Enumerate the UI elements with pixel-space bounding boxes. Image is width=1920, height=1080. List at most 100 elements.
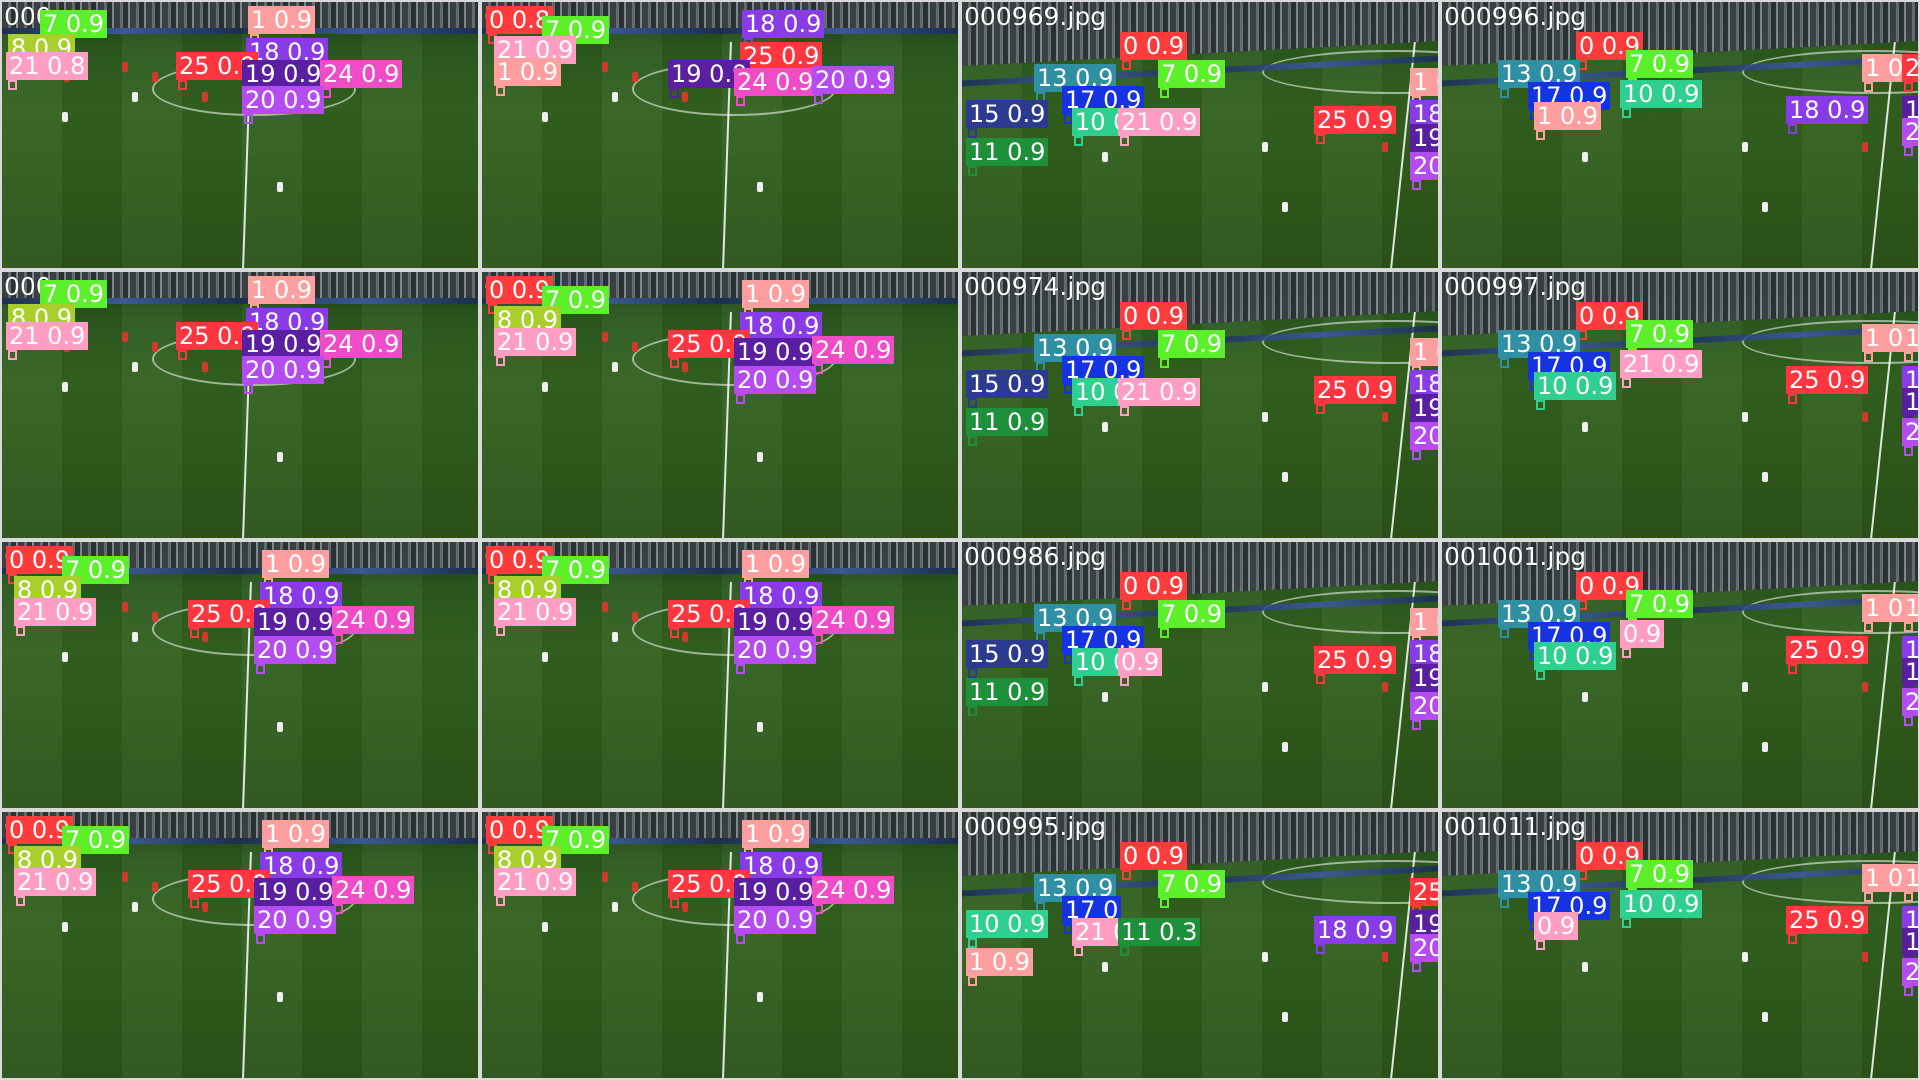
detection-box [1536,670,1545,680]
detection-label: 7 0.9 [40,10,108,38]
detection-label: 1 0.9 [1410,338,1438,366]
detection-label: 0 0.9 [1120,572,1188,600]
detection-label: 1 0.9 [1534,102,1602,130]
detection-label: 1 0.9 [1410,68,1438,96]
detection-label: 19 0.9 [254,608,337,636]
detection-label: 24 0.9 [812,336,895,364]
detection-label: 13 0.9 [1498,60,1581,88]
player-white [132,632,138,642]
detection-box [1122,870,1131,880]
player-white [62,112,68,122]
player-white [277,452,283,462]
player-white [277,992,283,1002]
detection-label: 21 0.8 [6,52,89,80]
detection-label: 15 0.9 [966,370,1049,398]
detection-label: 1 0.9 [742,280,810,308]
detection-label: 0 0.9 [486,276,554,304]
detection-label: 20 0.9 [254,636,337,664]
detection-box [1160,358,1169,368]
detection-label: 24 0.9 [812,606,895,634]
frame-tile: 001011.jpg 0 0.9 13 0.9 7 0.9 17 0.9 10 0.9 0.… [1442,812,1918,1078]
player-white [612,632,618,642]
detection-box [670,898,679,908]
detection-box [814,94,823,104]
frame-tile: 000 0.97 0.98 0.921 0.91 0.918 0.925 0.9… [482,542,958,808]
detection-box [968,976,977,986]
player-white [1582,962,1588,972]
detection-label: 1 0.9 [262,820,330,848]
detection-box [1500,898,1509,908]
detection-box [1120,676,1129,686]
detection-label: 0.9 [1118,648,1163,676]
detection-box [1904,352,1913,362]
frame-tile: 00060 0.87 0.921 0.91 0.918 0.925 0.919 … [482,2,958,268]
player-white [1262,142,1268,152]
detection-label: 1 0 [1902,594,1918,622]
detection-label: 20 0 [1902,688,1918,716]
player-white [62,382,68,392]
detection-label: 20 0.9 [242,86,325,114]
detection-label: 0.9 [1534,912,1579,940]
detection-label: 24 0.9 [734,68,817,96]
frame-filename: 001011.jpg [1444,812,1587,841]
detection-label: 24 0.9 [320,60,403,88]
detection-box [190,628,199,638]
player-red [602,62,608,72]
player-white [1262,682,1268,692]
detection-box [1904,446,1913,456]
detection-box [1316,134,1325,144]
detection-label: 20 0.9 [1410,692,1438,720]
frame-filename: 000986.jpg [964,542,1107,571]
detection-box [670,88,679,98]
detection-label: 0 0.9 [1120,302,1188,330]
detection-label: 25 0.9 [1902,54,1918,82]
detection-box [968,436,977,446]
detection-box [8,350,17,360]
detection-box [1500,358,1509,368]
detection-label: 18 0.9 [740,582,823,610]
detection-label: 10 0.9 [1620,80,1703,108]
detection-label: 0 0.9 [1120,32,1188,60]
player-white [277,182,283,192]
detection-box [968,706,977,716]
player-red [122,62,128,72]
detection-label: 25 0.9 [1314,376,1397,404]
frame-tile: 000996.jpg 0 0.9 13 0.9 7 0.9 17 0.9 10 0.9 1 … [1442,2,1918,268]
detection-label: 10 0.9 [1534,642,1617,670]
detection-label: 0 0.8 [486,6,554,34]
player-white [1582,152,1588,162]
detection-box [1904,892,1913,902]
detection-label: 11 0.9 [966,408,1049,436]
detection-label: 1 0.9 [248,6,316,34]
detection-label: 18 0.9 [1410,100,1438,128]
detection-box [1536,940,1545,950]
player-white [542,652,548,662]
detection-label: 7 0.9 [1626,320,1694,348]
frame-tile: 000974.jpg 0 0.9 13 0.9 7 0.9 17 0.9 15 0.9 10… [962,272,1438,538]
frame-tile: 000 0.97 0.98 0.921 0.91 0.918 0.925 0.9… [482,272,958,538]
detection-label: 18 0.9 [1786,96,1869,124]
frame-tile: 000 0.97 0.98 0.921 0.91 0.918 0.925 0.9… [482,812,958,1078]
detection-label: 18 0.9 [1314,916,1397,944]
detection-label: 21 0.9 [494,598,577,626]
detection-label: 1 0.9 [742,550,810,578]
player-white [1742,682,1748,692]
player-white [757,452,763,462]
detection-box [178,350,187,360]
detection-box [670,628,679,638]
detection-box [178,80,187,90]
player-white [1102,962,1108,972]
player-white [132,362,138,372]
detection-box [1622,108,1631,118]
detection-label: 25 0.9 [1786,906,1869,934]
detection-box [1904,82,1913,92]
player-red [202,362,208,372]
detection-label: 21 0.9 [494,868,577,896]
player-red [682,632,688,642]
detection-label: 1 0 [1902,864,1918,892]
player-white [612,902,618,912]
player-red [202,92,208,102]
detection-box [1904,716,1913,726]
detection-label: 21 0.9 [1118,108,1201,136]
detection-label: 0 0.9 [6,546,74,574]
